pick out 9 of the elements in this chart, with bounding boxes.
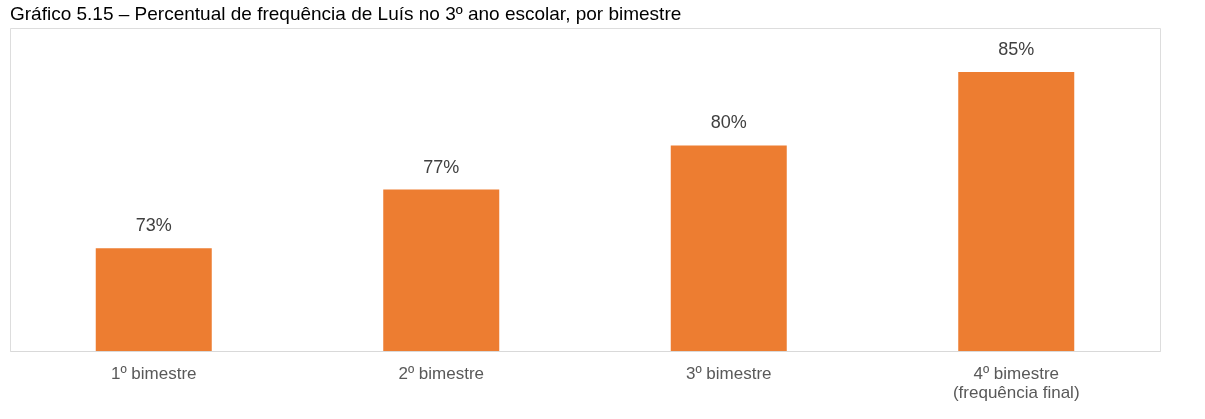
x-tick-label: 1º bimestre xyxy=(110,363,197,383)
x-tick-label: 4º bimestre (frequência final) xyxy=(952,363,1080,402)
chart-title: Gráfico 5.15 – Percentual de frequência de Luís no 3º ano escolar, por bimestre xyxy=(10,3,682,24)
data-label: 77% xyxy=(423,156,460,177)
x-tick-label: 3º bimestre xyxy=(685,363,772,383)
data-label: 73% xyxy=(135,215,172,236)
data-label: 80% xyxy=(710,112,747,133)
x-tick-label: 2º bimestre xyxy=(398,363,485,383)
data-label: 85% xyxy=(998,39,1035,60)
